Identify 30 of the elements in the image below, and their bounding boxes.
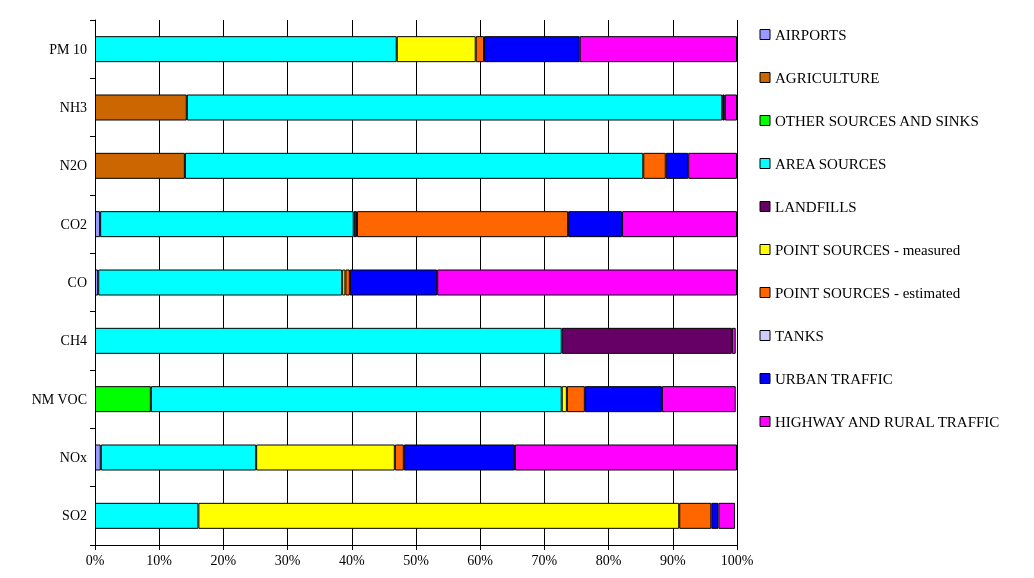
x-tick-label: 80% <box>595 552 622 568</box>
legend-label: TANKS <box>775 327 824 344</box>
y-tick-label: N2O <box>59 158 87 174</box>
legend-label: URBAN TRAFFIC <box>775 370 893 387</box>
legend-label: AGRICULTURE <box>775 69 880 86</box>
legend-label: AIRPORTS <box>775 26 847 43</box>
x-tick-label: 30% <box>274 552 301 568</box>
legend-label: POINT SOURCES - measured <box>775 241 961 258</box>
y-tick-label: NM VOC <box>31 391 87 407</box>
legend-label: AREA SOURCES <box>775 155 887 172</box>
y-tick-label: PM 10 <box>49 41 87 57</box>
y-tick-label: NH3 <box>59 100 87 115</box>
legend-label: OTHER SOURCES AND SINKS <box>775 112 979 129</box>
y-tick-label: CH4 <box>60 333 87 349</box>
x-tick-label: 20% <box>210 552 237 568</box>
y-tick-label: NOx <box>59 450 87 465</box>
x-tick-label: 90% <box>659 552 686 568</box>
legend-label: HIGHWAY AND RURAL TRAFFIC <box>775 413 1000 430</box>
x-tick-label: 60% <box>467 552 494 568</box>
y-tick-label: CO2 <box>60 216 87 232</box>
x-tick-label: 100% <box>720 552 754 568</box>
y-tick-label: CO <box>67 275 87 290</box>
x-tick-label: 10% <box>146 552 173 568</box>
y-tick-label: SO2 <box>62 508 87 524</box>
x-tick-label: 70% <box>531 552 558 568</box>
x-tick-label: 50% <box>403 552 430 568</box>
x-tick-label: 0% <box>85 552 105 568</box>
legend-label: LANDFILLS <box>775 198 857 215</box>
x-tick-label: 40% <box>338 552 365 568</box>
legend-label: POINT SOURCES - estimated <box>775 284 961 301</box>
